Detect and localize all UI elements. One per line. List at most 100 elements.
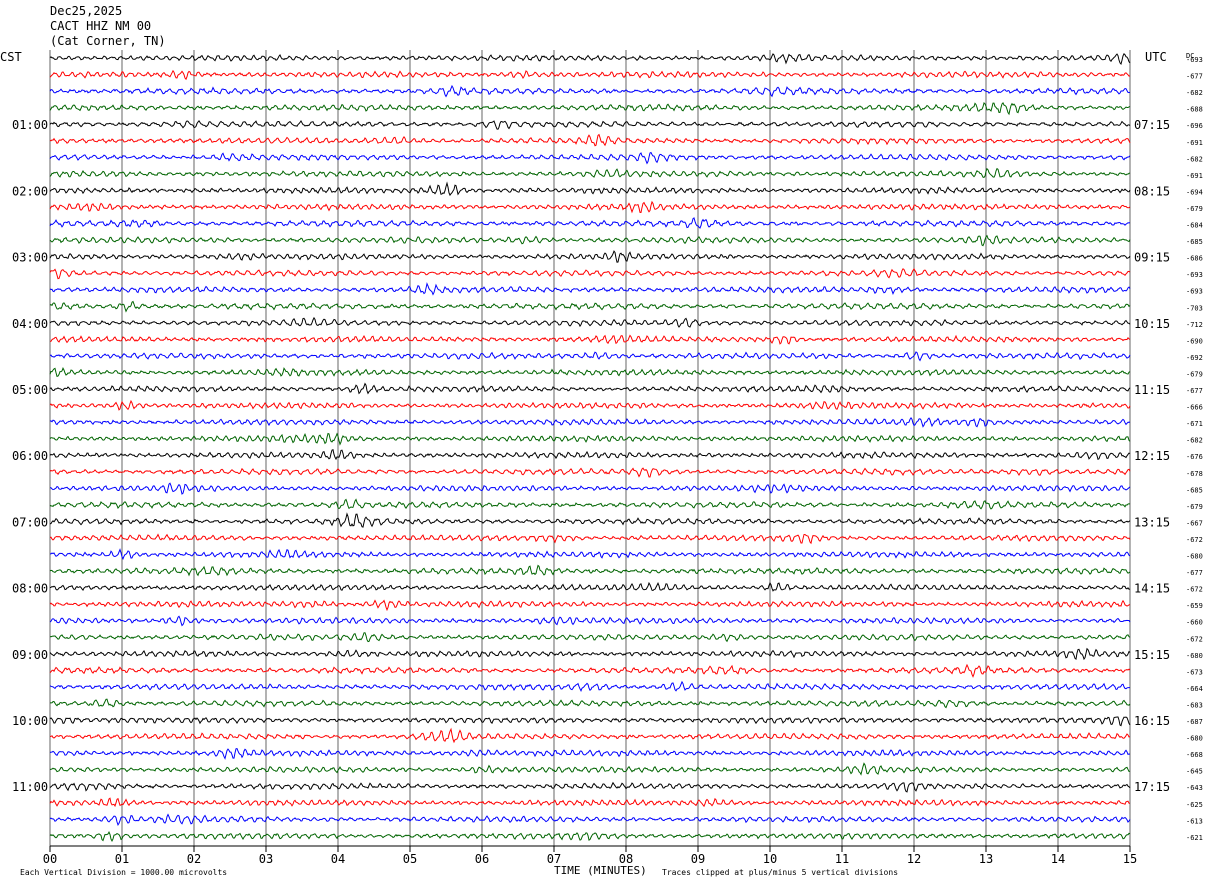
grid-lines xyxy=(49,50,1131,852)
dc-offset-label: -679 xyxy=(1186,503,1203,511)
location-label: (Cat Corner, TN) xyxy=(50,34,166,48)
x-tick-label: 03 xyxy=(259,852,273,866)
trace-line xyxy=(49,268,1131,280)
trace-line xyxy=(49,432,1131,446)
trace-line xyxy=(49,599,1131,612)
trace-line xyxy=(49,300,1131,313)
trace-line xyxy=(49,167,1131,178)
dc-offset-label: -682 xyxy=(1186,89,1203,97)
trace-line xyxy=(49,747,1131,760)
hour-label-utc: 13:15 xyxy=(1134,515,1170,529)
hour-label-utc: 14:15 xyxy=(1134,582,1170,596)
trace-line xyxy=(49,797,1131,808)
trace-line xyxy=(49,200,1131,214)
hour-label-cst: 01:00 xyxy=(12,118,48,132)
dc-offset-label: -671 xyxy=(1186,420,1203,428)
trace-line xyxy=(49,334,1131,345)
dc-offset-label: -621 xyxy=(1186,834,1203,842)
hour-label-utc: 07:15 xyxy=(1134,118,1170,132)
trace-line xyxy=(49,367,1131,378)
dc-offset-label: -690 xyxy=(1186,337,1203,345)
trace-line xyxy=(49,533,1131,545)
trace-line xyxy=(49,282,1131,296)
hour-label-utc: 12:15 xyxy=(1134,449,1170,463)
dc-offset-label: -680 xyxy=(1186,735,1203,743)
hour-label-utc: 08:15 xyxy=(1134,184,1170,198)
trace-line xyxy=(49,217,1131,229)
dc-offset-label: -666 xyxy=(1186,404,1203,412)
x-tick-label: 00 xyxy=(43,852,57,866)
dc-offset-label: -694 xyxy=(1186,188,1203,196)
trace-line xyxy=(49,548,1131,560)
x-tick-label: 01 xyxy=(115,852,129,866)
dc-offset-label: -682 xyxy=(1186,437,1203,445)
dc-offset-label: -678 xyxy=(1186,470,1203,478)
dc-offset-label: -703 xyxy=(1186,304,1203,312)
trace-line xyxy=(49,581,1131,592)
hour-label-utc: 09:15 xyxy=(1134,251,1170,265)
hour-label-cst: 06:00 xyxy=(12,449,48,463)
dc-offset-label: -673 xyxy=(1186,668,1203,676)
x-tick-label: 12 xyxy=(907,852,921,866)
hour-label-utc: 10:15 xyxy=(1134,317,1170,331)
station-label: CACT HHZ NM 00 xyxy=(50,19,152,33)
x-tick-label: 13 xyxy=(979,852,993,866)
hour-label-utc: 17:15 xyxy=(1134,780,1170,794)
clipping-note: Traces clipped at plus/minus 5 vertical … xyxy=(662,868,898,877)
trace-line xyxy=(49,101,1131,116)
seismic-traces xyxy=(49,53,1131,842)
right-timezone-label: UTC xyxy=(1145,50,1167,64)
trace-line xyxy=(49,781,1131,793)
trace-line xyxy=(49,680,1131,693)
dc-offset-label: -680 xyxy=(1186,652,1203,660)
dc-offset-label: -679 xyxy=(1186,370,1203,378)
dc-offset-label: -660 xyxy=(1186,619,1203,627)
hour-label-cst: 03:00 xyxy=(12,251,48,265)
date-label: Dec25,2025 xyxy=(50,4,123,18)
dc-offset-label: -668 xyxy=(1186,751,1203,759)
trace-line xyxy=(49,449,1131,461)
dc-offset-label: -712 xyxy=(1186,321,1203,329)
x-tick-label: 11 xyxy=(835,852,849,866)
trace-line xyxy=(49,133,1131,147)
hour-label-cst: 07:00 xyxy=(12,515,48,529)
dc-offset-label: -687 xyxy=(1186,718,1203,726)
dc-offset-label: -659 xyxy=(1186,602,1203,610)
dc-offset-label: -664 xyxy=(1186,685,1203,693)
trace-line xyxy=(49,53,1131,65)
trace-line xyxy=(49,727,1131,744)
dc-offset-label: -693 xyxy=(1186,271,1203,279)
hour-label-cst: 09:00 xyxy=(12,648,48,662)
trace-line xyxy=(49,316,1131,328)
dc-offset-label: -693 xyxy=(1186,288,1203,296)
dc-offset-label: -691 xyxy=(1186,139,1203,147)
hour-label-cst: 08:00 xyxy=(12,582,48,596)
dc-offset-label: -613 xyxy=(1186,817,1203,825)
dc-offset-label: -686 xyxy=(1186,255,1203,263)
dc-offset-label: -692 xyxy=(1186,354,1203,362)
trace-line xyxy=(49,698,1131,709)
x-tick-label: 05 xyxy=(403,852,417,866)
dc-offset-label: -680 xyxy=(1186,553,1203,561)
dc-offset-label: -683 xyxy=(1186,701,1203,709)
hour-label-cst: 04:00 xyxy=(12,317,48,331)
dc-offset-label: -676 xyxy=(1186,453,1203,461)
hour-label-utc: 15:15 xyxy=(1134,648,1170,662)
vertical-division-note: Each Vertical Division = 1000.00 microvo… xyxy=(20,868,227,877)
dc-offset-label: -696 xyxy=(1186,122,1203,130)
trace-line xyxy=(49,482,1131,495)
hour-label-cst: 10:00 xyxy=(12,714,48,728)
trace-line xyxy=(49,119,1131,130)
trace-line xyxy=(49,498,1131,510)
trace-line xyxy=(49,84,1131,98)
dc-offset-label: -677 xyxy=(1186,569,1203,577)
x-tick-label: 15 xyxy=(1123,852,1137,866)
dc-offset-label: -672 xyxy=(1186,536,1203,544)
trace-line xyxy=(49,467,1131,478)
dc-offset-label: -677 xyxy=(1186,73,1203,81)
trace-line xyxy=(49,512,1131,528)
trace-line xyxy=(49,69,1131,81)
dc-offset-label: -667 xyxy=(1186,519,1203,527)
hour-label-utc: 16:15 xyxy=(1134,714,1170,728)
hour-label-cst: 05:00 xyxy=(12,383,48,397)
